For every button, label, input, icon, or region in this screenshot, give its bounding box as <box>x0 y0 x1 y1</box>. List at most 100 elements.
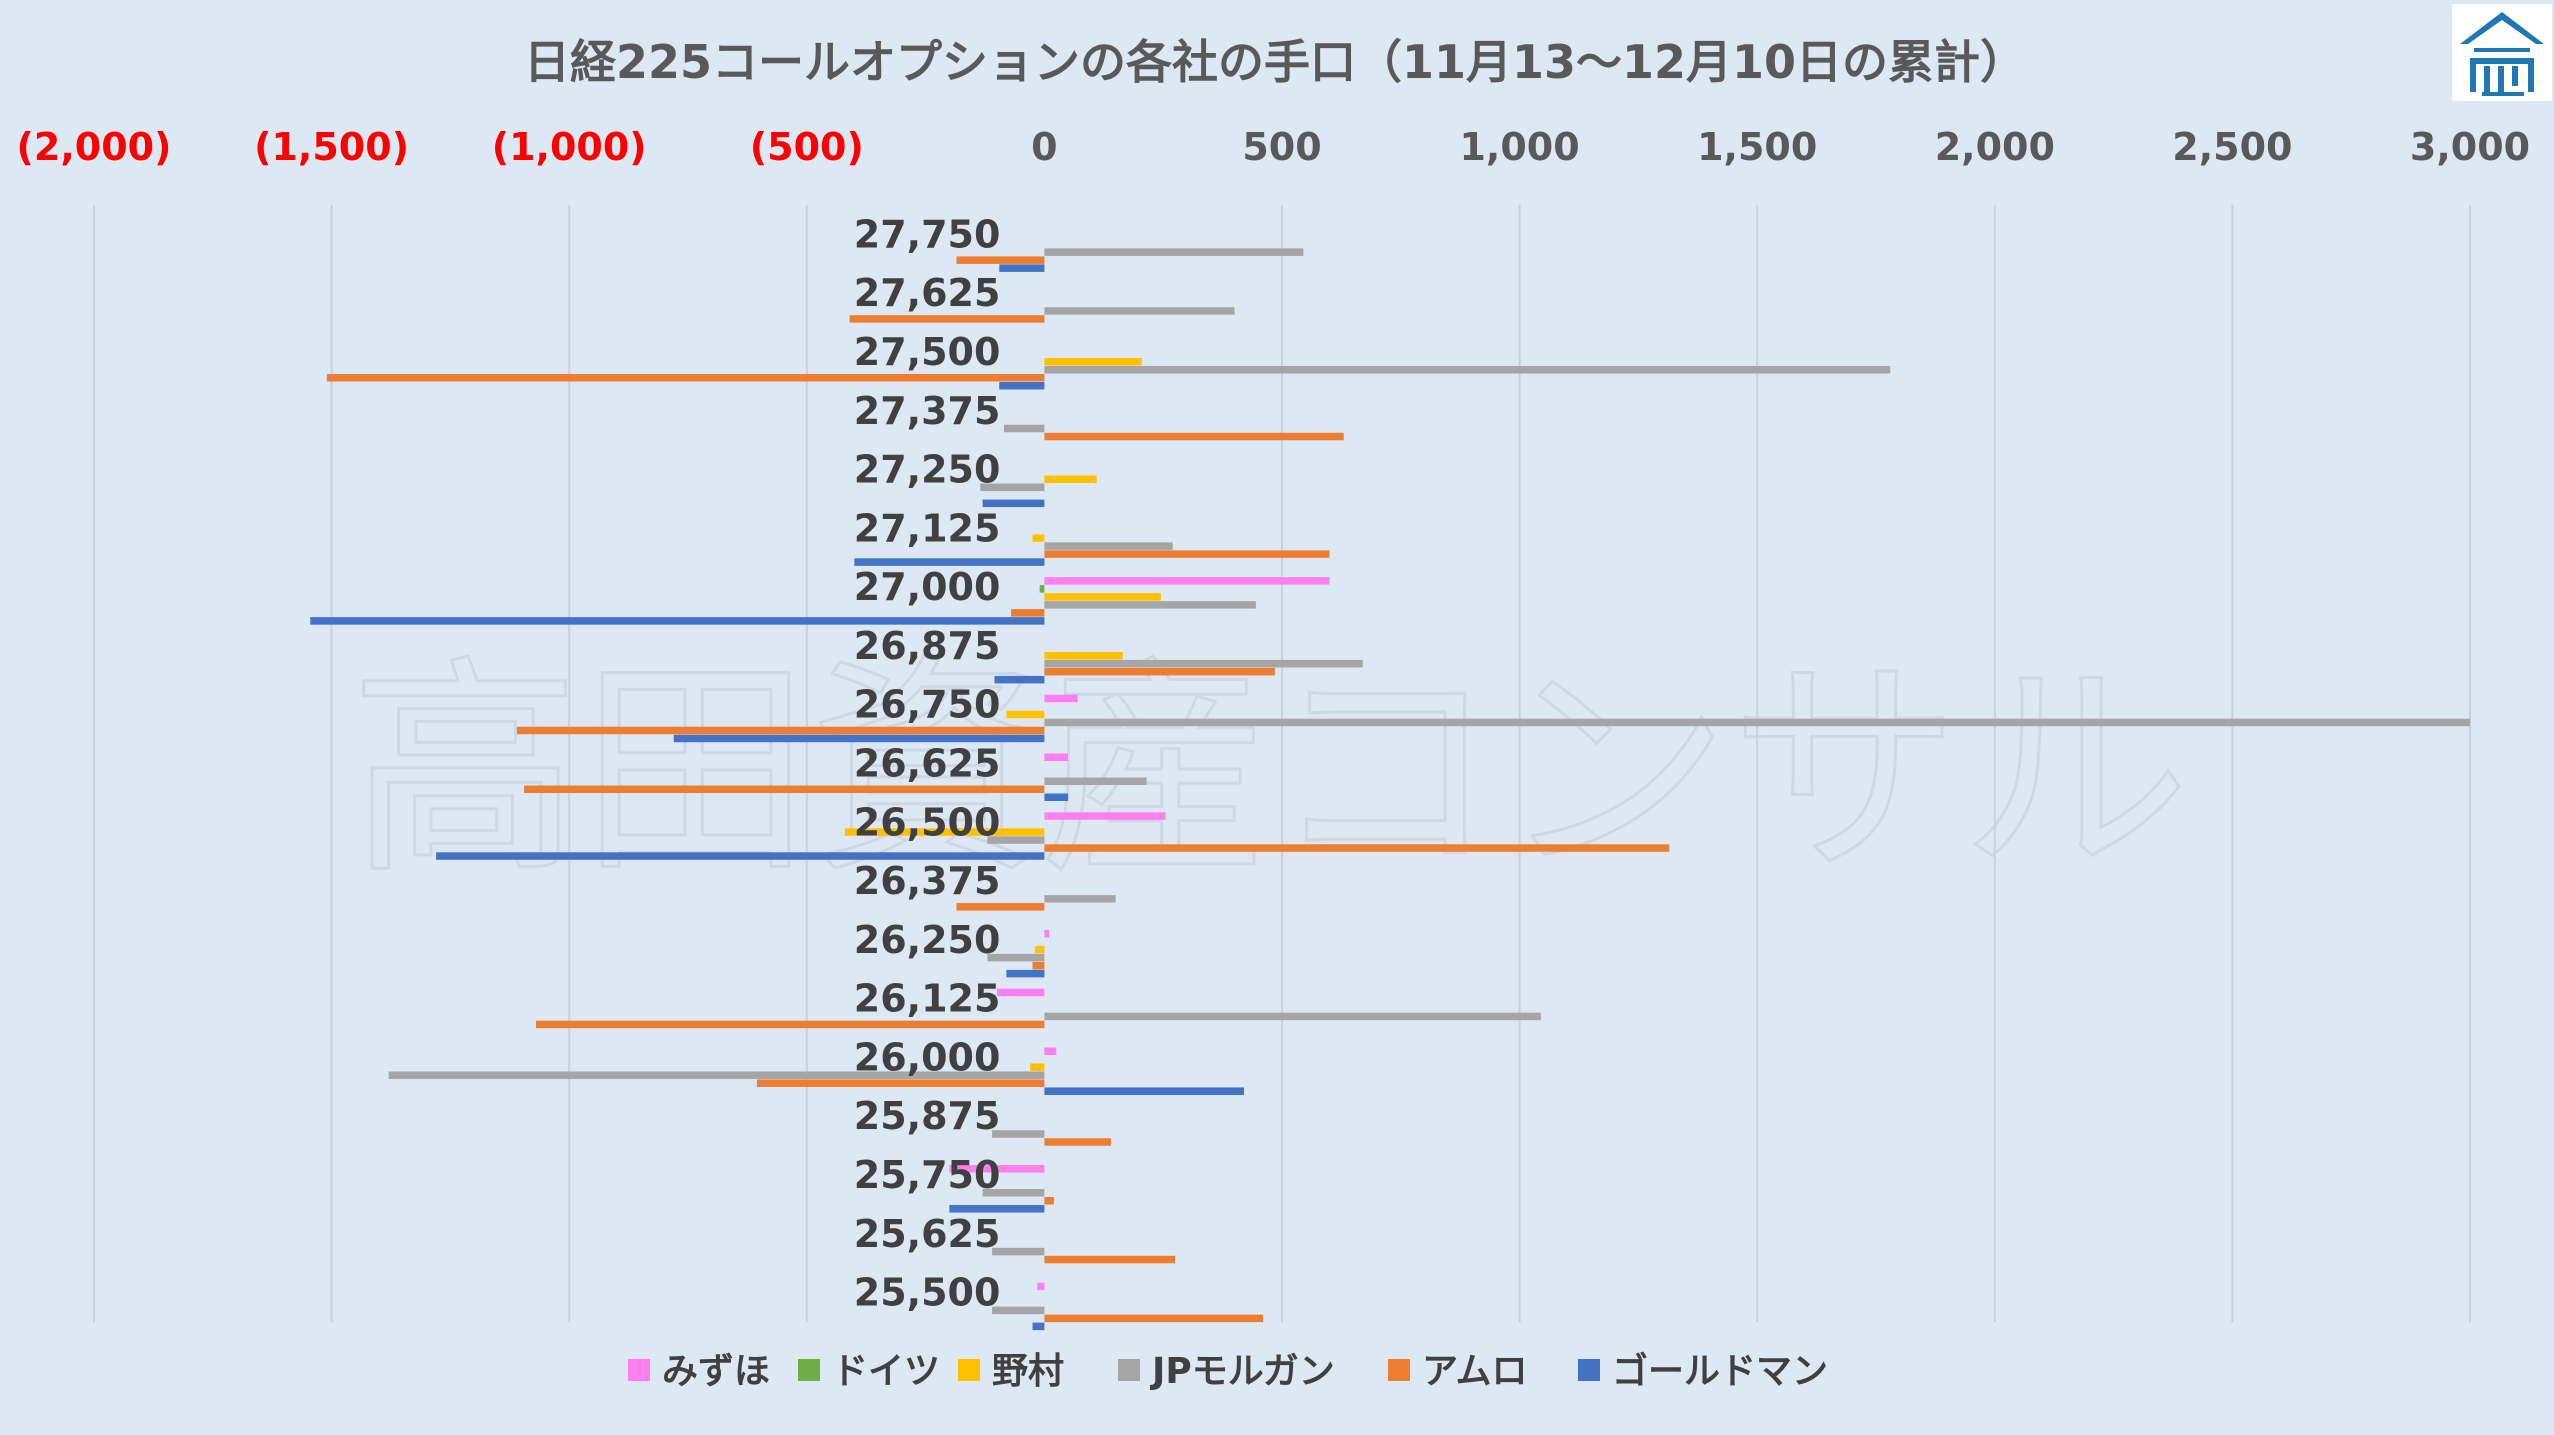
y-tick-label: 25,750 <box>854 1153 1001 1197</box>
y-tick-label: 26,375 <box>854 859 1001 903</box>
legend-swatch <box>628 1359 650 1381</box>
bar <box>1044 718 2470 727</box>
bar <box>1044 929 1050 938</box>
legend-label: みずほ <box>662 1351 770 1392</box>
y-tick-label: 26,250 <box>854 918 1001 962</box>
bar <box>994 675 1045 684</box>
bar <box>849 315 1045 323</box>
bar <box>436 852 1045 860</box>
legend-swatch <box>798 1359 820 1381</box>
y-tick-label: 25,625 <box>854 1212 1001 1256</box>
bar <box>1006 710 1045 719</box>
watermark: 高田資産コンサル <box>350 638 2190 905</box>
bar <box>1032 961 1045 970</box>
bar <box>1044 307 1235 315</box>
bar <box>516 726 1045 735</box>
bar <box>949 1165 1045 1173</box>
bar <box>1044 812 1166 820</box>
bars <box>310 248 2470 1331</box>
bar <box>1044 432 1344 441</box>
bar <box>1011 609 1045 617</box>
bar <box>1044 659 1363 668</box>
x-axis-ticks: (2,000) (1,500) (1,000) (500) 0 500 1,000 1,500… <box>17 125 2531 169</box>
bar <box>1044 667 1275 676</box>
legend-swatch <box>1388 1359 1410 1381</box>
x-tick-label: 3,000 <box>2410 125 2530 169</box>
bar <box>987 836 1045 844</box>
bar <box>992 1306 1045 1315</box>
bar <box>956 256 1045 264</box>
bar <box>1044 777 1147 786</box>
bar <box>1032 1322 1045 1331</box>
bar <box>987 953 1045 962</box>
y-tick-label: 27,500 <box>854 330 1001 374</box>
y-tick-label: 25,875 <box>854 1094 1001 1138</box>
x-tick-label: 0 <box>1031 125 1057 169</box>
bar <box>1004 424 1045 433</box>
x-tick-label: 2,500 <box>2172 125 2292 169</box>
y-tick-label: 27,125 <box>854 506 1001 550</box>
bar <box>310 617 1045 625</box>
bar <box>1044 593 1161 601</box>
y-tick-label: 26,000 <box>854 1035 1001 1079</box>
bar <box>982 1189 1045 1197</box>
bar <box>1037 1282 1045 1291</box>
bar <box>1044 542 1173 550</box>
y-tick-label: 27,625 <box>854 271 1001 315</box>
y-tick-label: 26,750 <box>854 683 1001 727</box>
x-tick-label: (500) <box>750 125 864 169</box>
bar <box>1044 895 1116 903</box>
chart-title: 日経225コールオプションの各社の手口（11月13～12月10日の累計） <box>524 35 2026 89</box>
bar <box>1044 248 1304 256</box>
legend-label: 野村 <box>992 1351 1064 1392</box>
bar <box>1034 945 1045 954</box>
gridlines <box>93 205 2471 1322</box>
bar <box>992 1247 1045 1256</box>
y-tick-label: 27,750 <box>854 212 1001 256</box>
y-tick-label: 27,375 <box>854 389 1001 433</box>
bar <box>535 1020 1045 1029</box>
y-axis-ticks: 27,750 27,625 27,500 27,375 27,250 27,125 27,0… <box>854 212 1001 1314</box>
x-tick-label: 500 <box>1242 125 1321 169</box>
bar <box>996 988 1045 997</box>
bar <box>999 264 1045 272</box>
bar <box>854 558 1045 566</box>
legend-label: ドイツ <box>832 1351 940 1392</box>
y-tick-label: 25,500 <box>854 1271 1001 1315</box>
bar <box>1044 844 1670 852</box>
bar <box>673 734 1045 743</box>
bar <box>326 373 1045 382</box>
x-tick-label: (1,500) <box>254 125 409 169</box>
legend-label: ゴールドマン <box>1612 1350 1828 1392</box>
bar <box>1044 1314 1263 1323</box>
x-tick-label: 1,500 <box>1697 125 1817 169</box>
bar <box>992 1130 1045 1138</box>
bar <box>1032 534 1045 542</box>
bar <box>844 828 1045 836</box>
bar <box>1044 753 1069 762</box>
bar <box>1044 1138 1111 1146</box>
y-tick-label: 26,500 <box>854 800 1001 844</box>
legend-label: アムロ <box>1422 1351 1527 1392</box>
bar <box>1044 1012 1541 1021</box>
y-tick-label: 26,125 <box>854 977 1001 1021</box>
legend-swatch <box>1118 1359 1140 1381</box>
bar <box>1044 694 1078 703</box>
legend-label: JPモルガン <box>1149 1351 1335 1392</box>
bar <box>980 483 1045 492</box>
x-tick-label: (1,000) <box>492 125 647 169</box>
legend-swatch <box>1578 1359 1600 1381</box>
legend: みずほ ドイツ 野村 JPモルガン アムロ ゴールドマン <box>628 1350 1828 1392</box>
bar <box>1044 365 1891 374</box>
bar <box>1044 475 1097 484</box>
bar <box>1044 577 1330 585</box>
x-tick-label: 2,000 <box>1935 125 2055 169</box>
bar <box>956 903 1045 911</box>
bar <box>1006 969 1045 978</box>
bar <box>1044 793 1069 802</box>
bar <box>1044 651 1123 660</box>
y-tick-label: 27,000 <box>854 565 1001 609</box>
y-tick-label: 26,875 <box>854 624 1001 668</box>
bar <box>1030 1063 1045 1071</box>
